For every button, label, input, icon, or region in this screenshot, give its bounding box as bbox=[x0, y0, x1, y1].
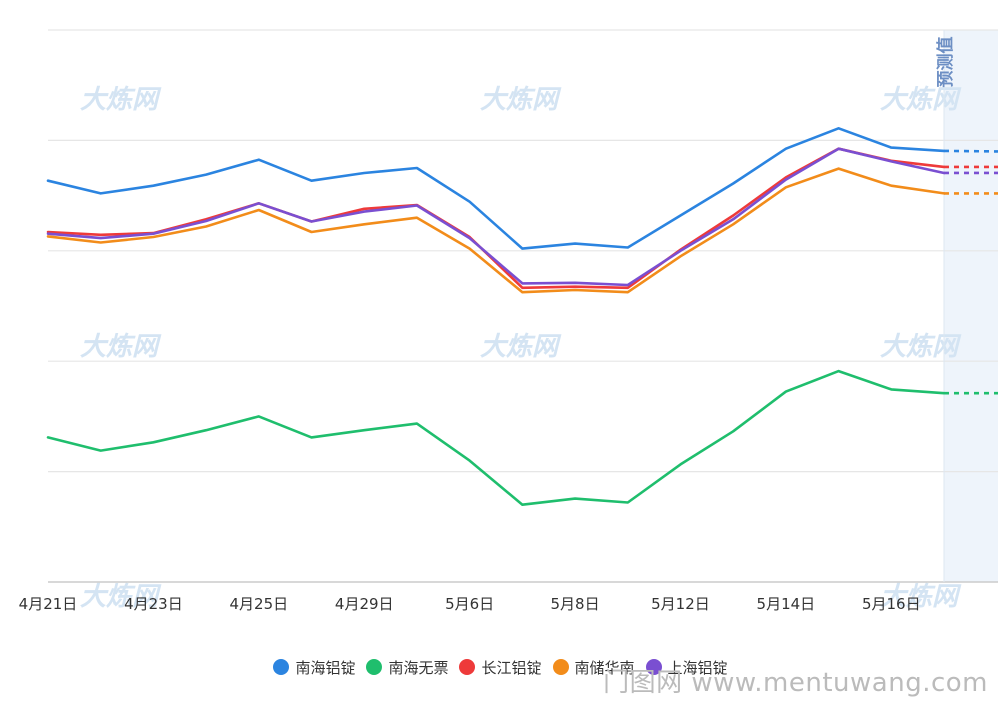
x-tick-label: 5月14日 bbox=[757, 595, 816, 613]
grid-lines bbox=[48, 29, 998, 473]
watermark-text: 大炼网 bbox=[880, 85, 962, 115]
legend-item[interactable]: 南储华南 bbox=[552, 657, 635, 678]
watermark-text: 大炼网 bbox=[80, 332, 162, 362]
legend-dot-icon bbox=[273, 659, 290, 675]
legend-label: 长江铝锭 bbox=[481, 658, 542, 677]
legend-label: 上海铝锭 bbox=[667, 658, 728, 677]
x-axis-ticks: 4月21日 4月23日 4月25日 4月29日 5月6日 5月8日 5月12日 5月14日 5月… bbox=[19, 595, 921, 613]
forecast-label: 预测值 bbox=[935, 37, 956, 88]
watermark-text: 大炼网 bbox=[80, 582, 162, 612]
legend-item[interactable]: 上海铝锭 bbox=[645, 657, 728, 678]
series-layer bbox=[46, 127, 999, 507]
legend-dot-icon bbox=[366, 659, 383, 675]
legend-label: 南储华南 bbox=[574, 658, 635, 677]
watermark-text: 大炼网 bbox=[480, 85, 562, 115]
series-line-3 bbox=[46, 167, 946, 294]
source-watermark: 门图网 www.mentuwang.com bbox=[603, 668, 988, 698]
series-line-2 bbox=[46, 147, 946, 290]
x-tick-label: 4月25日 bbox=[230, 595, 289, 613]
legend-dot-icon bbox=[645, 659, 662, 675]
watermark-text: 大炼网 bbox=[880, 332, 962, 362]
forecast-region bbox=[944, 30, 998, 582]
watermark-text: 大炼网 bbox=[880, 582, 962, 612]
forecast-label-group: 预测值 bbox=[935, 37, 956, 88]
x-tick-label: 5月6日 bbox=[445, 595, 494, 613]
legend-dot-icon bbox=[459, 659, 476, 675]
x-tick-label: 5月16日 bbox=[862, 595, 921, 613]
x-tick-label: 5月12日 bbox=[651, 595, 710, 613]
x-tick-label: 5月8日 bbox=[551, 595, 600, 613]
legend-item[interactable]: 长江铝锭 bbox=[459, 657, 542, 678]
legend-label: 南海无票 bbox=[388, 658, 449, 677]
legend-dot-icon bbox=[552, 659, 569, 675]
watermark-text: 大炼网 bbox=[480, 332, 562, 362]
legend: 南海铝锭 南海无票 长江铝锭 南储华南 上海铝锭 bbox=[0, 652, 1000, 682]
legend-label: 南海铝锭 bbox=[295, 658, 356, 677]
legend-item[interactable]: 南海无票 bbox=[366, 657, 448, 678]
series-line-1 bbox=[46, 369, 946, 507]
x-tick-label: 4月23日 bbox=[124, 595, 183, 613]
x-tick-label: 4月29日 bbox=[335, 595, 394, 613]
legend-item[interactable]: 南海铝锭 bbox=[273, 657, 355, 678]
watermark-text: 大炼网 bbox=[80, 85, 162, 115]
series-line-0 bbox=[46, 127, 946, 250]
series-line-4 bbox=[46, 147, 946, 287]
x-tick-label: 4月21日 bbox=[19, 595, 78, 613]
